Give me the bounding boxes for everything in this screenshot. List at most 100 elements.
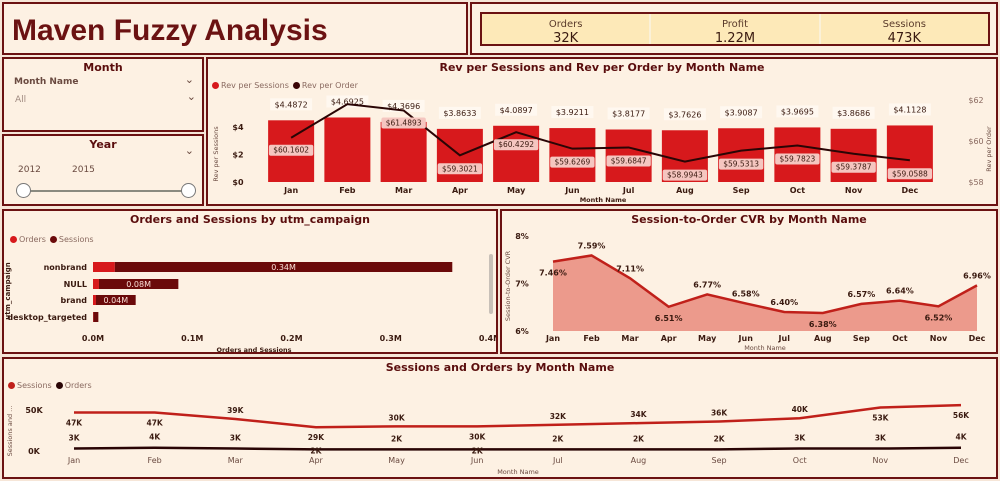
x-tick-label: 0.2M	[280, 334, 302, 343]
x-axis-title: Month Name	[497, 468, 539, 476]
bar-sessions	[114, 262, 453, 272]
orders-data-label: 4K	[955, 433, 967, 442]
line-data-label-bg	[550, 156, 595, 168]
cvr-data-label: 6.51%	[655, 314, 683, 323]
kpi-label: Profit	[721, 19, 749, 30]
x-tick-label: Nov	[845, 186, 863, 195]
line-data-label-bg	[775, 153, 820, 165]
orders-data-label: 4K	[149, 433, 161, 442]
bar-data-label: $3.7626	[668, 110, 701, 119]
legend-item[interactable]: Orders	[55, 381, 92, 390]
bar-data-label: $3.8686	[837, 109, 870, 118]
line-data-label: $61.4893	[386, 118, 422, 127]
line-data-label: $60.1602	[273, 146, 309, 155]
orders-data-label: 3K	[68, 434, 80, 443]
chart-legend: Rev per Sessions Rev per Order	[212, 81, 358, 90]
kpi-value: 1.22M	[714, 31, 756, 46]
slider-track[interactable]	[24, 190, 188, 192]
sessions-data-label: 32K	[550, 412, 567, 421]
chart-title: Session-to-Order CVR by Month Name	[631, 213, 867, 226]
kpi-value: 473K	[887, 31, 921, 46]
cvr-data-label: 6.77%	[693, 280, 721, 289]
orders-data-label: 2K	[310, 446, 322, 455]
y-tick-label: 50K	[25, 406, 43, 415]
orders-data-label: 2K	[714, 434, 726, 443]
kpi-orders: Orders 32K	[482, 14, 652, 46]
cvr-chart: 6% 7% 8% Session-to-Order CVR Month Name Jan 7…	[504, 232, 991, 352]
scrollbar[interactable]	[489, 254, 493, 314]
line-data-label-bg	[887, 168, 933, 180]
x-tick-label: Jul	[778, 334, 791, 343]
line-data-label: $59.6847	[611, 156, 647, 165]
x-tick-label: Jan	[545, 334, 560, 343]
orders-data-label: 2K	[552, 434, 564, 443]
x-tick-label: Oct	[790, 186, 806, 195]
y-tick-label: nonbrand	[44, 263, 88, 272]
bar-orders	[93, 279, 99, 289]
legend-item[interactable]: Rev per Sessions	[212, 81, 289, 90]
bar-rev-per-session	[549, 128, 596, 182]
x-tick-label: May	[698, 334, 717, 343]
rev-chart-panel: Rev per Sessions and Rev per Order by Mo…	[206, 57, 998, 206]
sessions-data-label: 40K	[792, 405, 809, 414]
sessions-line	[74, 403, 962, 429]
x-tick-label: Jun	[564, 186, 580, 195]
year-end-input[interactable]: 2015	[72, 165, 95, 175]
sessions-data-label: 29K	[308, 433, 325, 442]
orders-data-label: 2K	[633, 434, 645, 443]
y-axis-title: Session-to-Order CVR	[504, 250, 512, 321]
y-tick-label: $0	[232, 178, 244, 187]
slider-handle-start[interactable]	[16, 183, 31, 198]
dropdown-value: All	[15, 95, 27, 105]
chevron-down-icon[interactable]: ⌄	[184, 144, 194, 157]
x-tick-label: Mar	[228, 456, 244, 465]
cvr-data-label: 6.52%	[925, 313, 953, 322]
kpi-panel: Orders 32K Profit 1.22M Sessions 473K	[470, 2, 998, 55]
year-start-input[interactable]: 2012	[18, 165, 41, 175]
utm-chart-panel: Orders and Sessions by utm_campaign Orde…	[2, 209, 498, 354]
line-data-label-bg	[831, 161, 876, 173]
bar-data-label: $4.1128	[893, 105, 926, 114]
legend-item[interactable]: Sessions	[49, 235, 94, 244]
y-tick-label: $2	[232, 151, 243, 160]
cvr-data-label: 7.46%	[539, 269, 567, 278]
x-tick-label: 0.1M	[181, 334, 203, 343]
cvr-data-label: 6.58%	[732, 289, 760, 298]
x-tick-label: Oct	[892, 334, 908, 343]
sessions-data-label: 47K	[66, 418, 83, 427]
x-tick-label: Jul	[622, 186, 635, 195]
orders-data-label: 3K	[794, 434, 806, 443]
line-data-label-bg	[493, 139, 539, 151]
bar-data-label: $3.8177	[612, 110, 645, 119]
data-label-bg	[438, 106, 481, 119]
data-label-bg	[832, 106, 875, 119]
x-tick-label: Jan	[67, 456, 80, 465]
orders-data-label: 3K	[875, 434, 887, 443]
bar-orders	[93, 262, 115, 272]
x-tick-label: Mar	[621, 334, 638, 343]
cvr-data-label: 6.64%	[886, 287, 914, 296]
y-axis-title: Rev per Sessions	[212, 126, 220, 182]
rev-chart: $0 $2 $4 $58 $60 $62 Rev per Sessions Rev per O…	[212, 95, 993, 204]
month-dropdown[interactable]: All ⌄	[12, 90, 196, 109]
legend-item[interactable]: Sessions	[8, 381, 52, 390]
cvr-data-label: 7.59%	[578, 241, 606, 250]
data-label-bg	[720, 106, 763, 119]
kpi-sessions: Sessions 473K	[821, 14, 988, 46]
year-slicer: Year ⌄ 2012 2015	[2, 134, 204, 206]
line-data-label: $59.3021	[442, 164, 478, 173]
x-tick-label: Jul	[552, 456, 563, 465]
line-data-label-bg	[381, 117, 426, 129]
cvr-data-label: 7.11%	[616, 264, 644, 273]
chevron-down-icon[interactable]: ⌄	[184, 73, 194, 86]
x-tick-label: Dec	[901, 186, 918, 195]
bar-rev-per-session	[324, 117, 371, 182]
legend-item[interactable]: Orders	[10, 235, 46, 244]
line-data-label: $59.0588	[892, 169, 928, 178]
orders-data-label: 2K	[391, 434, 403, 443]
chevron-down-icon: ⌄	[186, 90, 196, 103]
slider-handle-end[interactable]	[181, 183, 196, 198]
sessions-orders-chart: 50K 0K Sessions and ... Month Name Jan 47K 3K F…	[6, 403, 970, 476]
y-tick-label: 0K	[28, 447, 41, 456]
legend-item[interactable]: Rev per Order	[292, 81, 358, 90]
